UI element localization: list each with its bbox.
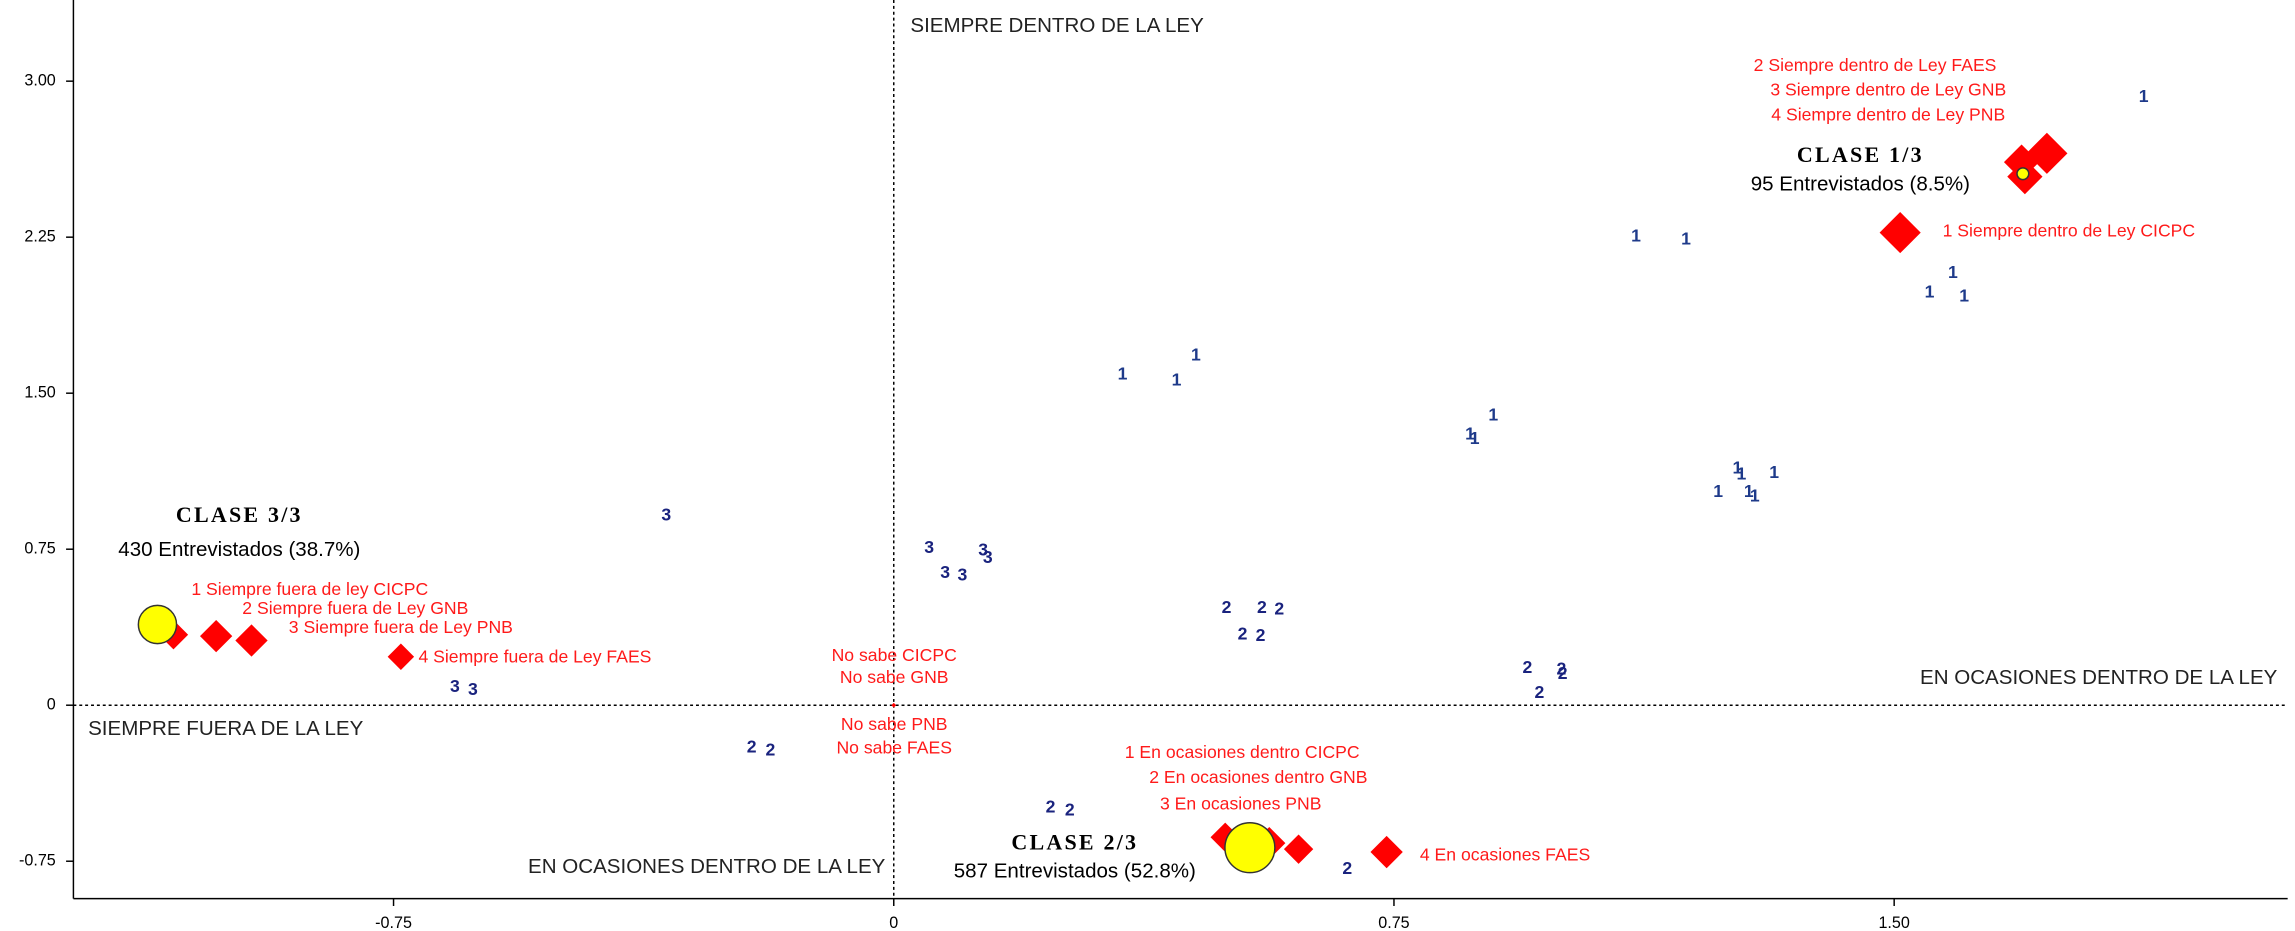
class-centroid: [1224, 821, 1276, 874]
modality-marker: [1370, 835, 1403, 869]
point-label: 2: [1065, 800, 1075, 820]
y-tick-label: 1.50: [24, 383, 55, 401]
class-name: CLASE 2/3: [1011, 829, 1138, 854]
modality-label: 3 En ocasiones PNB: [1160, 793, 1322, 813]
point-label: 3: [983, 547, 993, 567]
point-label: 1: [1959, 286, 1969, 306]
point-label: 1: [1488, 405, 1498, 425]
point-label: 3: [468, 679, 478, 699]
y-tick-label: 0.75: [24, 539, 55, 557]
y-tick-label: 2.25: [24, 227, 55, 245]
point-label: 2: [747, 737, 757, 757]
point-label: 2: [1256, 625, 1266, 645]
modality-label: 3 Siempre dentro de Ley GNB: [1770, 80, 2006, 100]
modality-label: 2 Siempre fuera de Ley GNB: [242, 598, 468, 618]
point-label: 3: [661, 505, 671, 525]
modality-label: 1 En ocasiones dentro CICPC: [1125, 742, 1360, 762]
modality-label: 4 Siempre fuera de Ley FAES: [418, 647, 651, 667]
point-label: 2: [1257, 597, 1267, 617]
quadrant-label: EN OCASIONES DENTRO DE LA LEY: [1920, 666, 2278, 689]
modality-label: 1 Siempre fuera de ley CICPC: [191, 579, 428, 599]
point-label: 2: [1534, 682, 1544, 702]
point-label: 1: [1769, 462, 1779, 482]
y-tick-label: 0: [47, 695, 56, 713]
modality-label: 3 Siempre fuera de Ley PNB: [289, 617, 513, 637]
modality-label: 1 Siempre dentro de Ley CICPC: [1943, 221, 2196, 241]
point-label: 1: [1118, 364, 1128, 384]
modality-label: 2 Siempre dentro de Ley FAES: [1754, 55, 1997, 75]
point-label: 3: [978, 540, 988, 560]
point-label: 2: [1558, 663, 1568, 683]
point-label: 3: [450, 676, 460, 696]
point-label: 1: [1713, 481, 1723, 501]
modality-label: 4 Siempre dentro de Ley PNB: [1771, 105, 2005, 125]
point-label: 1: [1681, 229, 1691, 249]
point-label: 3: [940, 562, 950, 582]
quadrant-label: EN OCASIONES DENTRO DE LA LEY: [528, 855, 886, 878]
x-tick-label: -0.75: [375, 914, 412, 931]
point-label: 2: [1046, 797, 1056, 817]
modality-marker: [199, 619, 233, 653]
modality-label: No sabe CICPC: [832, 645, 958, 665]
point-label: 3: [958, 565, 968, 585]
point-label: 1: [1465, 424, 1475, 444]
class-name: CLASE 3/3: [176, 502, 303, 527]
point-label: 1: [1750, 485, 1760, 505]
point-label: 1: [1948, 262, 1958, 282]
point-label: 1: [1733, 458, 1743, 478]
modality-label: No sabe GNB: [840, 667, 949, 687]
point-label: 2: [765, 739, 775, 759]
point-label: 2: [1522, 657, 1532, 677]
quadrant-label: SIEMPRE FUERA DE LA LEY: [88, 717, 363, 740]
class-name: CLASE 1/3: [1797, 142, 1924, 167]
modality-marker: [1283, 834, 1314, 864]
x-tick-label: 1.50: [1878, 914, 1909, 931]
modality-marker: [235, 624, 268, 657]
modality-label: No sabe FAES: [836, 738, 952, 758]
y-tick-label: -0.75: [19, 851, 56, 869]
point-label: 1: [1172, 369, 1182, 389]
point-label: 2: [1274, 598, 1284, 618]
point-label: 1: [1631, 226, 1641, 246]
x-tick-label: 0: [889, 914, 898, 931]
point-label: 2: [1556, 659, 1566, 679]
modality-marker: [891, 703, 896, 708]
point-label: 1: [1470, 428, 1480, 448]
point-label: 3: [924, 537, 934, 557]
modality-label: 2 En ocasiones dentro GNB: [1149, 767, 1367, 787]
point-label: 2: [1342, 858, 1352, 878]
modality-label: No sabe PNB: [841, 714, 948, 734]
point-label: 1: [2139, 86, 2149, 106]
class-count: 430 Entrevistados (38.7%): [118, 538, 360, 561]
point-label: 1: [1737, 463, 1747, 483]
class-count: 587 Entrevistados (52.8%): [954, 860, 1196, 883]
modality-label: 4 En ocasiones FAES: [1420, 845, 1590, 865]
quadrant-label: SIEMPRE DENTRO DE LA LEY: [910, 14, 1204, 37]
modality-marker: [1879, 212, 1921, 254]
class-centroid: [2016, 167, 2030, 181]
x-tick-label: 0.75: [1378, 914, 1409, 931]
point-label: 2: [1238, 623, 1248, 643]
point-label: 1: [1744, 481, 1754, 501]
class-centroid: [137, 604, 178, 645]
modality-marker: [387, 643, 415, 670]
class-count: 95 Entrevistados (8.5%): [1751, 172, 1970, 195]
point-label: 2: [1222, 597, 1232, 617]
point-label: 1: [1191, 344, 1201, 364]
y-tick-label: 3.00: [24, 71, 55, 89]
point-label: 1: [1925, 281, 1935, 301]
